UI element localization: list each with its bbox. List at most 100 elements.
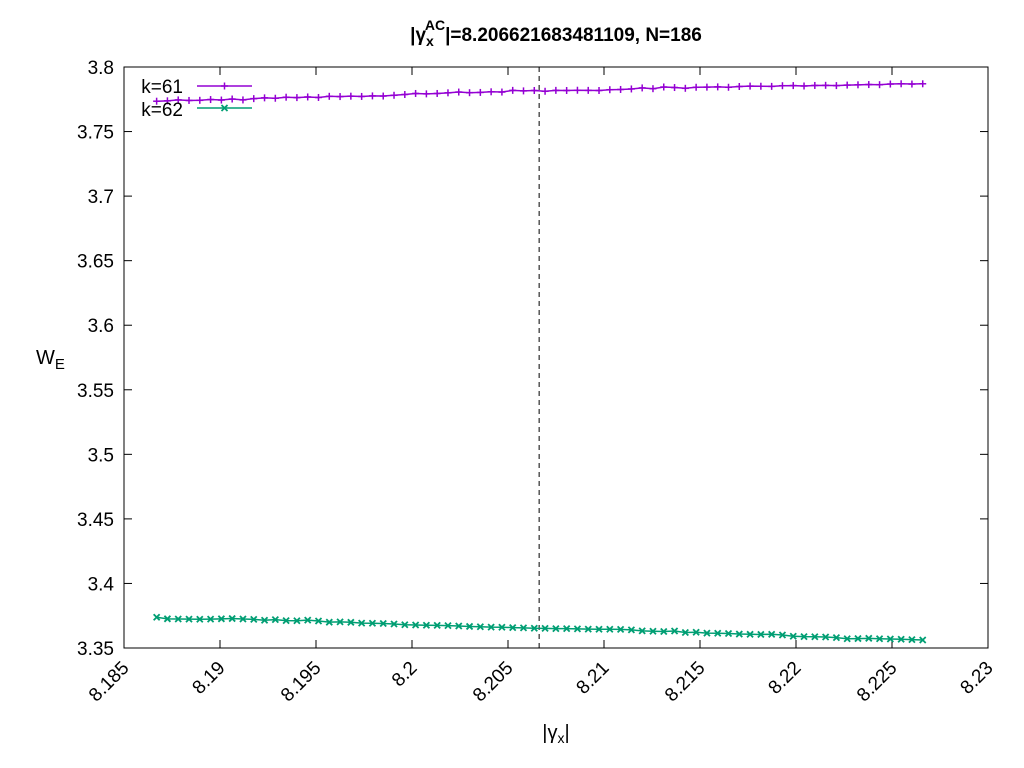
x-axis-title: |γx| — [542, 722, 569, 746]
data-point — [746, 630, 754, 638]
data-point — [854, 81, 862, 89]
data-point — [703, 83, 711, 91]
data-point — [379, 619, 387, 628]
data-point — [358, 619, 366, 627]
data-point — [250, 95, 258, 103]
data-point — [185, 615, 193, 623]
data-point — [638, 84, 646, 92]
data-point — [595, 87, 603, 94]
y-tick-label: 3.75 — [77, 123, 114, 144]
data-point — [725, 83, 732, 91]
data-point — [304, 93, 312, 101]
data-point — [660, 627, 668, 636]
data-point — [433, 89, 441, 97]
data-point — [358, 92, 366, 100]
data-point — [854, 634, 862, 643]
legend-marker-k61 — [221, 82, 228, 90]
data-point — [692, 628, 700, 636]
data-point — [336, 93, 344, 101]
data-point — [261, 94, 269, 102]
data-point — [239, 615, 247, 623]
data-point — [627, 85, 635, 93]
data-point — [821, 633, 830, 641]
data-point — [153, 97, 161, 105]
data-point — [638, 627, 646, 635]
x-tick-label: 8.2 — [388, 658, 422, 692]
data-point — [465, 622, 474, 631]
data-point — [271, 94, 279, 102]
data-point — [843, 635, 851, 643]
data-point — [411, 621, 420, 629]
data-point — [541, 87, 549, 95]
data-point — [757, 630, 765, 639]
data-series — [153, 80, 927, 644]
data-point — [271, 615, 279, 624]
data-point — [875, 635, 884, 643]
data-point — [800, 82, 808, 90]
data-point — [304, 616, 312, 624]
data-point — [174, 96, 182, 104]
data-point — [368, 619, 377, 627]
data-point — [789, 632, 797, 640]
y-tick-label: 3.35 — [77, 639, 114, 660]
data-point — [217, 96, 225, 104]
data-point — [196, 96, 204, 104]
data-point — [703, 629, 711, 637]
legend: k=61 k=62 — [141, 77, 252, 121]
data-point — [455, 88, 463, 96]
data-point — [865, 634, 873, 642]
x-tick-label: 8.22 — [765, 658, 806, 699]
data-point — [778, 631, 787, 639]
data-point — [778, 82, 786, 90]
data-point — [476, 88, 484, 96]
data-point — [206, 615, 215, 623]
data-point — [228, 614, 236, 623]
data-point — [811, 81, 819, 89]
axis-ticks — [123, 66, 989, 649]
data-point — [282, 93, 290, 101]
data-point — [563, 624, 571, 633]
data-point — [185, 96, 193, 104]
data-point — [811, 633, 819, 641]
data-point — [724, 629, 733, 638]
data-point — [908, 80, 916, 88]
data-point — [530, 87, 538, 94]
data-point — [563, 87, 571, 94]
data-point — [692, 83, 700, 91]
legend-marker-k62 — [220, 104, 229, 112]
data-point — [660, 83, 668, 91]
data-point — [649, 85, 657, 93]
data-point — [681, 628, 689, 637]
data-point — [757, 82, 765, 90]
data-point — [379, 92, 387, 100]
data-point — [509, 86, 517, 94]
data-point — [541, 624, 549, 633]
data-point — [520, 87, 527, 95]
data-point — [789, 82, 797, 90]
data-point — [897, 80, 905, 88]
legend-label-k61: k=61 — [141, 77, 183, 98]
data-point — [509, 623, 517, 632]
data-point — [217, 615, 226, 623]
x-tick-label: 8.195 — [277, 658, 325, 706]
data-point — [606, 625, 614, 633]
y-tick-label: 3.5 — [88, 445, 114, 466]
data-point — [617, 85, 625, 93]
y-tick-label: 3.55 — [77, 381, 114, 402]
data-point — [584, 625, 592, 633]
tick-labels: 3.35 3.4 3.45 3.5 3.55 3.6 3.65 3.7 3.75 3.8 8.185… — [77, 58, 998, 706]
series-k=61 — [153, 80, 927, 105]
x-tick-label: 8.19 — [189, 658, 230, 699]
data-point — [412, 89, 420, 97]
data-point — [347, 92, 355, 100]
data-point — [735, 630, 743, 638]
data-point — [832, 82, 840, 90]
x-tick-label: 8.21 — [573, 658, 614, 699]
data-point — [768, 82, 776, 90]
data-point — [519, 624, 528, 632]
data-point — [325, 92, 333, 100]
y-axis-title: WE — [36, 347, 65, 373]
data-point — [401, 621, 409, 629]
data-point — [293, 617, 301, 625]
